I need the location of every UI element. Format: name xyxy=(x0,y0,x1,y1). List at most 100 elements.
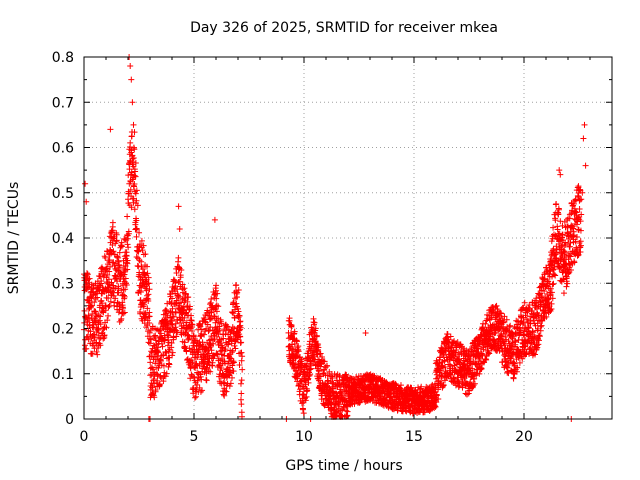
data-point xyxy=(300,391,307,398)
data-point xyxy=(160,362,167,369)
data-point xyxy=(223,388,230,395)
data-point xyxy=(130,121,137,128)
data-point xyxy=(120,310,127,317)
data-point xyxy=(233,300,240,307)
data-point xyxy=(190,390,197,397)
data-point xyxy=(207,315,214,322)
data-point xyxy=(555,205,562,212)
data-point xyxy=(127,139,134,146)
data-point xyxy=(112,295,119,302)
data-point xyxy=(238,390,245,397)
data-point xyxy=(537,327,544,334)
data-point xyxy=(89,302,96,309)
x-tick-label: 20 xyxy=(515,429,533,445)
data-point xyxy=(128,169,135,176)
data-point xyxy=(213,282,220,289)
data-point xyxy=(196,345,203,352)
data-point xyxy=(163,307,170,314)
data-point xyxy=(185,294,192,301)
data-point xyxy=(133,253,140,260)
data-point xyxy=(542,310,549,317)
data-point xyxy=(90,342,97,349)
data-point xyxy=(577,249,584,256)
data-point xyxy=(142,251,149,258)
data-point xyxy=(124,257,131,264)
data-point xyxy=(516,349,523,356)
data-point xyxy=(162,348,169,355)
data-point xyxy=(155,349,162,356)
data-point xyxy=(126,166,133,173)
data-point xyxy=(440,381,447,388)
data-point xyxy=(207,324,214,331)
data-point xyxy=(130,155,137,162)
data-point xyxy=(435,395,442,402)
data-point xyxy=(91,334,98,341)
data-point xyxy=(238,377,245,384)
data-point xyxy=(100,335,107,342)
data-point xyxy=(220,391,227,398)
data-point xyxy=(237,380,244,387)
data-point xyxy=(493,302,500,309)
data-point xyxy=(165,339,172,346)
data-point xyxy=(239,366,246,373)
data-point xyxy=(555,211,562,218)
data-point xyxy=(127,186,134,193)
data-point xyxy=(116,264,123,271)
data-point xyxy=(145,298,152,305)
y-tick-label: 0.2 xyxy=(52,322,74,338)
data-point xyxy=(226,383,233,390)
data-point xyxy=(144,292,151,299)
data-point xyxy=(216,327,223,334)
data-point xyxy=(236,362,243,369)
data-point xyxy=(213,302,220,309)
data-point xyxy=(560,276,567,283)
data-point xyxy=(169,305,176,312)
data-point xyxy=(104,271,111,278)
data-point xyxy=(164,319,171,326)
data-point xyxy=(118,315,125,322)
data-point xyxy=(571,259,578,266)
data-point xyxy=(503,316,510,323)
data-point xyxy=(132,168,139,175)
tick-labels: 0 0.1 0.2 0.3 0.4 0.5 0.6 0.7 0.8 0 5 10 15 20 xyxy=(52,50,533,445)
data-point xyxy=(312,325,319,332)
data-point xyxy=(469,348,476,355)
data-point xyxy=(233,281,240,288)
data-point xyxy=(447,371,454,378)
data-point xyxy=(567,239,574,246)
data-point xyxy=(500,318,507,325)
data-point xyxy=(288,323,295,330)
data-point xyxy=(148,336,155,343)
data-point xyxy=(128,204,135,211)
data-point xyxy=(572,238,579,245)
data-point xyxy=(550,245,557,252)
plot-frame xyxy=(83,56,613,420)
data-point xyxy=(455,383,462,390)
data-point xyxy=(138,237,145,244)
data-point xyxy=(122,286,129,293)
data-point xyxy=(575,214,582,221)
y-tick-label: 0.6 xyxy=(52,141,74,157)
data-point xyxy=(154,377,161,384)
data-point xyxy=(191,364,198,371)
data-point xyxy=(183,309,190,316)
data-point xyxy=(222,346,229,353)
data-point xyxy=(238,349,245,356)
data-point xyxy=(137,310,144,317)
data-point xyxy=(197,323,204,330)
data-point xyxy=(548,306,555,313)
data-point xyxy=(189,321,196,328)
data-point xyxy=(543,313,550,320)
data-point xyxy=(514,364,521,371)
data-point xyxy=(89,350,96,357)
data-point xyxy=(397,385,404,392)
data-point xyxy=(131,146,138,153)
data-point xyxy=(123,249,130,256)
data-point xyxy=(536,332,543,339)
data-point xyxy=(487,315,494,322)
x-tick-label: 0 xyxy=(80,429,89,445)
y-axis-label: SRMTID / TECUs xyxy=(6,182,22,295)
data-point xyxy=(197,388,204,395)
data-point xyxy=(447,333,454,340)
data-point xyxy=(336,401,343,408)
